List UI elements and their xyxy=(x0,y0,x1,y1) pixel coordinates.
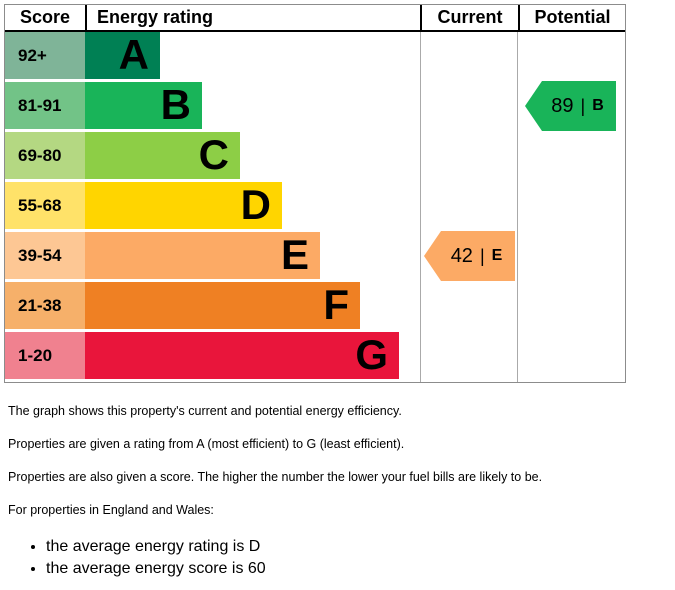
header-current: Current xyxy=(420,5,518,30)
band-letter-e: E xyxy=(280,231,309,278)
band-letter-b: B xyxy=(160,81,191,128)
header-score: Score xyxy=(19,7,71,27)
potential-column-divider xyxy=(517,32,518,382)
description-line-2: Properties are given a rating from A (mo… xyxy=(8,437,405,451)
rating-bar-e: E xyxy=(85,232,320,279)
current-score: 42 xyxy=(450,244,473,267)
band-letter-d: D xyxy=(240,181,271,228)
potential-rating-arrow: 89 | B xyxy=(525,81,616,131)
score-range-c: 69-80 xyxy=(5,132,85,179)
band-row-c: 69-80 C xyxy=(5,132,420,179)
epc-chart: Score Energy rating Current Potential 92… xyxy=(4,4,626,383)
score-range-g: 1-20 xyxy=(5,332,85,379)
description-line-3: Properties are also given a score. The h… xyxy=(8,470,543,484)
current-rating-arrow: 42 | E xyxy=(424,231,515,281)
band-row-f: 21-38 F xyxy=(5,282,420,329)
averages-list: the average energy rating is D the avera… xyxy=(8,536,668,580)
rating-bar-g: G xyxy=(85,332,399,379)
description-line-1: The graph shows this property's current … xyxy=(8,404,402,418)
score-range-b: 81-91 xyxy=(5,82,85,129)
current-band-letter: E xyxy=(491,247,503,264)
header-energy-rating: Energy rating xyxy=(85,5,420,30)
potential-separator: | xyxy=(580,95,586,116)
score-range-a: 92+ xyxy=(5,32,85,79)
score-range-f: 21-38 xyxy=(5,282,85,329)
score-range-e: 39-54 xyxy=(5,232,85,279)
current-separator: | xyxy=(479,245,485,266)
band-row-a: 92+ A xyxy=(5,32,420,79)
rating-bar-f: F xyxy=(85,282,360,329)
potential-band-letter: B xyxy=(592,97,604,114)
band-letter-f: F xyxy=(323,281,349,328)
potential-score: 89 xyxy=(551,94,574,117)
band-letter-c: C xyxy=(198,131,229,178)
description-line-4: For properties in England and Wales: xyxy=(8,503,214,517)
header-potential: Potential xyxy=(518,5,625,30)
band-row-e: 39-54 E xyxy=(5,232,420,279)
rating-bar-b: B xyxy=(85,82,202,129)
band-row-b: 81-91 B xyxy=(5,82,420,129)
band-row-g: 1-20 G xyxy=(5,332,420,379)
rating-bar-a: A xyxy=(85,32,160,79)
chart-description: The graph shows this property's current … xyxy=(8,404,668,580)
rating-bar-d: D xyxy=(85,182,282,229)
band-row-d: 55-68 D xyxy=(5,182,420,229)
average-rating-item: the average energy rating is D xyxy=(46,536,668,558)
chart-header-row: Score Energy rating Current Potential xyxy=(5,5,625,32)
band-letter-a: A xyxy=(118,31,149,78)
band-letter-g: G xyxy=(355,331,388,378)
average-score-item: the average energy score is 60 xyxy=(46,558,668,580)
score-range-d: 55-68 xyxy=(5,182,85,229)
rating-bar-c: C xyxy=(85,132,240,179)
current-column-divider xyxy=(420,32,421,382)
